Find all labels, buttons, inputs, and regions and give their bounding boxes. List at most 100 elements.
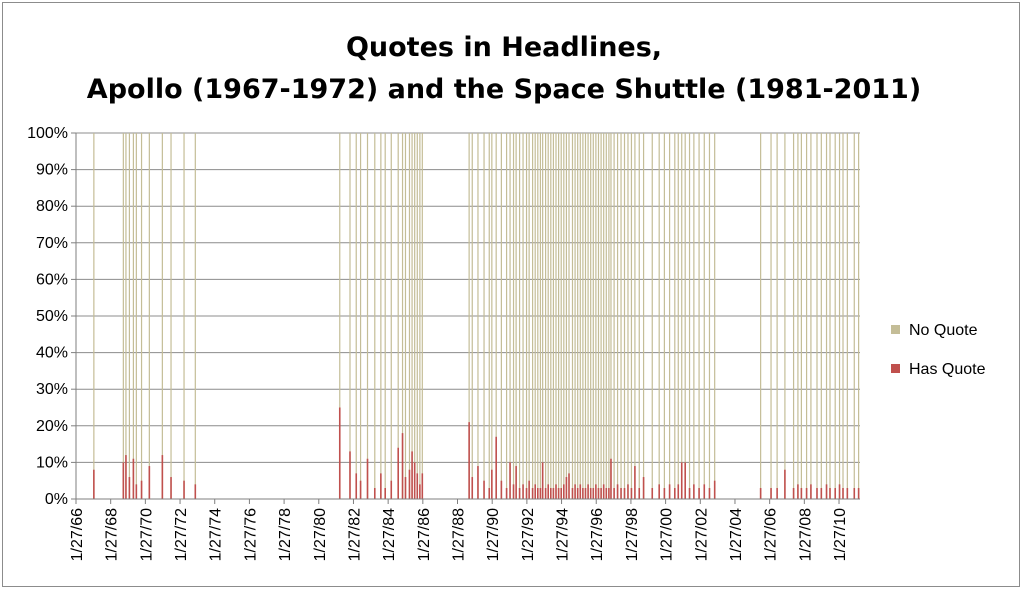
y-tick-label: 0% [45,491,68,508]
bar-has-quote [401,433,404,499]
y-tick-label: 70% [36,235,68,252]
bar-no-quote [384,133,386,499]
bar-no-quote [93,133,95,499]
bar-no-quote [563,133,565,499]
bar-has-quote [630,488,633,499]
bar-has-quote [838,484,841,499]
bar-has-quote [565,477,568,499]
bar-has-quote [563,484,565,499]
bar-no-quote [558,133,560,499]
bar-has-quote [703,484,706,499]
bar-has-quote [792,488,795,499]
bar-has-quote [477,466,479,499]
bar-has-quote [135,484,138,499]
x-tick-label: 1/27/82 [346,508,363,561]
bar-no-quote [194,133,196,499]
bar-has-quote [602,484,605,499]
bar-has-quote [557,488,560,499]
bar-has-quote [552,488,555,499]
bar-no-quote [810,133,812,499]
bar-no-quote [858,133,860,499]
bar-no-quote [128,133,131,499]
bar-has-quote [680,462,683,499]
bar-no-quote [555,133,557,499]
bar-no-quote [125,133,127,499]
bar-has-quote [359,480,362,499]
bar-no-quote [582,133,584,499]
bar-has-quote [491,469,493,499]
bar-has-quote [419,484,421,499]
bar-has-quote [584,488,587,499]
bar-has-quote [770,488,772,499]
bar-no-quote [397,133,399,499]
bar-has-quote [373,488,376,499]
bar-has-quote [512,484,515,499]
bar-has-quote [797,484,799,499]
bar-has-quote [408,469,411,499]
bar-has-quote [800,488,803,499]
bar-no-quote [597,133,600,499]
x-tick-label: 1/27/90 [485,508,502,561]
bar-has-quote [673,488,676,499]
legend-swatch-has-quote [891,364,900,373]
bar-no-quote [419,133,421,499]
bar-no-quote [416,133,418,499]
chart-title-line-1: Quotes in Headlines, [346,32,662,63]
bar-has-quote [355,473,358,499]
gridlines [76,132,860,463]
bar-no-quote [183,133,185,499]
legend-label-has-quote: Has Quote [909,361,986,378]
bar-no-quote [148,133,150,499]
bar-no-quote [846,133,848,499]
bar-has-quote [608,488,610,499]
bar-no-quote [537,133,539,499]
bar-has-quote [522,484,524,499]
bar-has-quote [571,488,574,499]
bar-has-quote [390,480,393,499]
bar-has-quote [842,488,844,499]
bar-has-quote [560,488,563,499]
bar-no-quote [568,133,570,499]
bar-no-quote [518,133,521,499]
bar-no-quote [390,133,392,499]
bar-has-quote [140,480,143,499]
bar-no-quote [539,133,541,499]
x-tick-label: 1/27/70 [138,508,155,561]
x-tick-label: 1/27/88 [451,508,468,561]
bar-has-quote [416,473,419,499]
bar-no-quote [605,133,607,499]
bar-has-quote [483,480,485,499]
y-tick-label: 80% [36,198,68,215]
y-tick-label: 100% [27,125,68,142]
bar-no-quote [579,133,581,499]
bar-has-quote [579,484,582,499]
bar-no-quote [703,133,705,499]
chart-title-line-2: Apollo (1967-1972) and the Space Shuttle… [87,74,921,105]
bar-has-quote [853,488,856,499]
bar-no-quote [545,133,547,499]
bar-has-quote [834,488,837,499]
bar-has-quote [634,466,636,499]
x-tick-label: 1/27/06 [763,508,780,561]
bar-no-quote [509,133,511,499]
bar-has-quote [658,484,660,499]
x-tick-label: 1/27/74 [208,508,225,561]
bar-no-quote [505,133,508,499]
bar-no-quote [534,133,536,499]
bar-no-quote [805,133,808,499]
bar-no-quote [366,133,369,499]
bar-no-quote [522,133,524,499]
x-tick-label: 1/27/68 [104,508,121,561]
bar-no-quote [634,133,636,499]
bar-has-quote [555,484,557,499]
bar-has-quote [776,488,778,499]
bar-has-quote [623,488,626,499]
bar-no-quote [708,133,711,499]
bar-has-quote [857,488,860,499]
bar-no-quote [515,133,517,499]
bar-has-quote [468,422,470,499]
bar-no-quote [571,133,574,499]
x-axis-tick-labels: 1/27/66 1/27/68 1/27/70 1/27/72 1/27/74 1/27/… [69,508,849,561]
bar-no-quote [488,133,490,499]
